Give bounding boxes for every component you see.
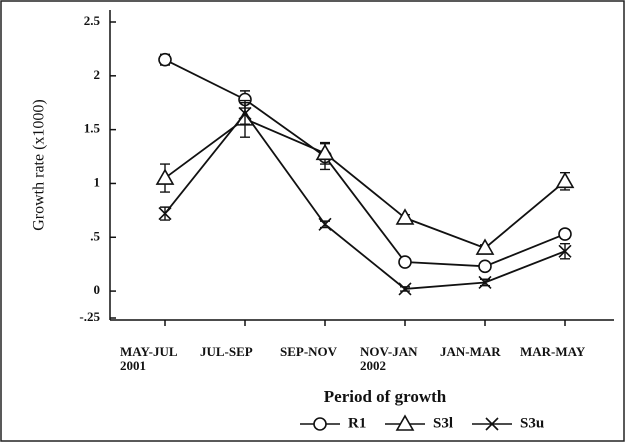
data-point [398,282,412,296]
y-tick-label: 0 [94,282,101,297]
data-point [478,259,492,274]
legend-label: S3u [520,415,544,431]
legend-label: R1 [348,415,366,431]
x-tick-label: JAN-MAR [440,344,501,359]
data-point [315,143,335,161]
data-point [475,238,495,255]
y-tick-label: 1 [94,174,101,189]
y-tick-label: 2 [94,67,101,82]
legend-marker [313,417,327,431]
legend-label: S3l [433,415,453,431]
x-axis-label: Period of growth [324,387,447,406]
data-point [558,227,572,241]
data-point [155,168,175,185]
data-point [158,207,172,221]
series-line [164,112,566,290]
data-point [478,275,492,290]
x-tick-label: MAR-MAY [520,344,586,359]
data-point [558,244,572,258]
y-tick-label: .5 [90,228,100,243]
data-point [555,171,575,189]
y-tick-label: 1.5 [84,121,101,136]
series-line [164,58,566,268]
data-point [395,208,415,225]
data-point [238,106,252,121]
y-tick-label: -.25 [79,309,100,324]
x-tick-label: NOV-JAN 2002 [360,344,418,373]
y-tick-label: 2.5 [84,13,101,28]
y-axis-label: Growth rate (x1000) [31,99,48,231]
legend-marker [485,417,499,431]
x-tick-label: MAY-JUL 2001 [120,344,178,373]
legend-marker [395,414,415,431]
data-point [318,217,332,231]
x-tick-label: JUL-SEP [200,344,253,359]
data-point [158,52,172,67]
data-point [398,255,412,269]
x-tick-label: SEP-NOV [280,344,338,359]
